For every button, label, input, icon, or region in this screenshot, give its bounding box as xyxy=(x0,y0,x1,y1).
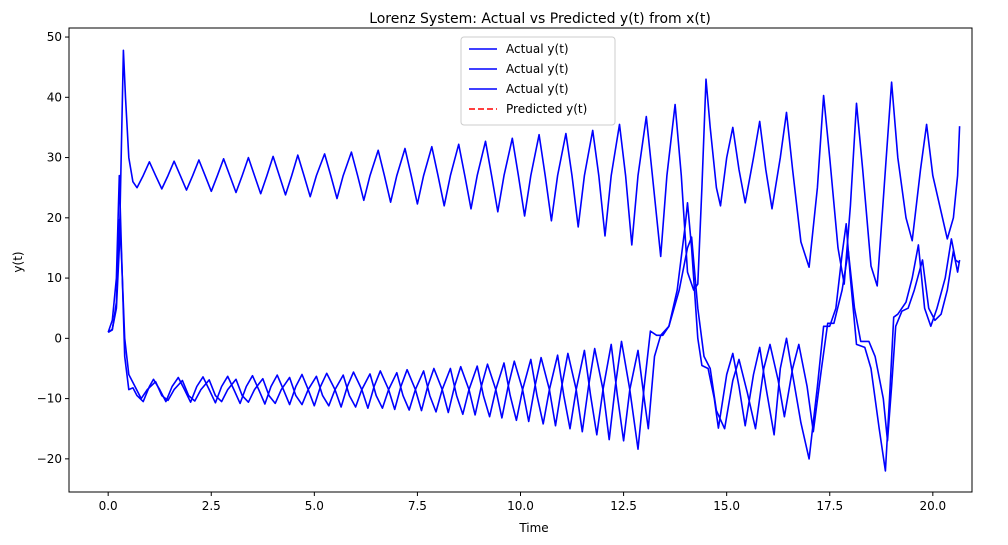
chart-title: Lorenz System: Actual vs Predicted y(t) … xyxy=(369,11,711,27)
x-axis-label: Time xyxy=(518,521,548,535)
y-tick-label: 50 xyxy=(47,30,62,44)
legend-label: Predicted y(t) xyxy=(506,102,587,116)
y-tick-label: 20 xyxy=(47,211,62,225)
legend-box xyxy=(460,36,616,126)
y-tick-label: −10 xyxy=(37,392,62,406)
y-tick-label: 10 xyxy=(47,271,62,285)
x-tick-label: 15.0 xyxy=(713,499,740,513)
series-line-2 xyxy=(107,174,961,472)
x-tick-label: 7.5 xyxy=(408,499,427,513)
y-tick-label: −20 xyxy=(37,452,62,466)
legend-label: Actual y(t) xyxy=(506,62,569,76)
x-tick-label: 20.0 xyxy=(919,499,946,513)
series-line-3 xyxy=(107,218,961,442)
y-axis-label: y(t) xyxy=(11,251,25,272)
legend: Actual y(t) Actual y(t) Actual y(t) Predict… xyxy=(460,36,616,126)
plot-area xyxy=(68,27,973,493)
x-tick-label: 5.0 xyxy=(305,499,324,513)
x-tick-label: 2.5 xyxy=(202,499,221,513)
x-tick-label: 12.5 xyxy=(610,499,637,513)
y-tick-label: 30 xyxy=(47,151,62,165)
legend-label: Actual y(t) xyxy=(506,42,569,56)
x-tick-label: 0.0 xyxy=(99,499,118,513)
x-axis: 0.0 2.5 5.0 7.5 10.0 12.5 15.0 17.5 20.0 xyxy=(99,492,946,513)
x-tick-label: 10.0 xyxy=(507,499,534,513)
y-tick-label: 40 xyxy=(47,90,62,104)
y-tick-label: 0 xyxy=(54,331,62,345)
x-tick-label: 17.5 xyxy=(816,499,843,513)
series-line-1 xyxy=(107,49,961,333)
y-axis: −20 −10 0 10 20 30 40 50 xyxy=(37,30,69,466)
legend-label: Actual y(t) xyxy=(506,82,569,96)
series-layer xyxy=(107,49,961,472)
